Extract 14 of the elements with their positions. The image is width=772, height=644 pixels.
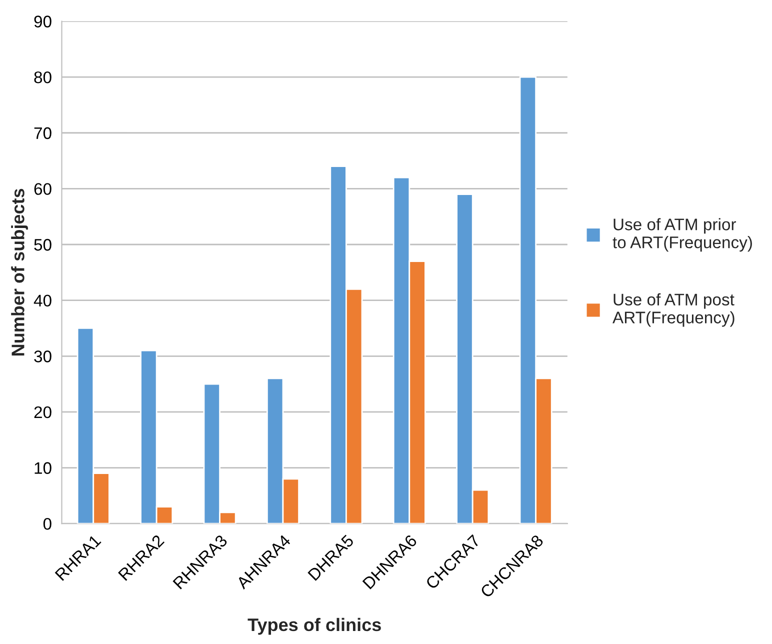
y-axis-title: Number of subjects (11, 188, 28, 356)
y-tick-label: 50 (34, 238, 52, 251)
x-axis-title: Types of clinics (248, 618, 381, 635)
y-tick-label: 10 (34, 462, 52, 474)
y-tick-label: 70 (34, 127, 52, 140)
y-tick-label: 0 (43, 518, 52, 530)
legend-label: Use of ATM prior to ART(Frequency) (612, 218, 752, 252)
legend-label: Use of ATM post ART(Frequency) (612, 293, 734, 327)
y-tick-label: 90 (34, 16, 52, 28)
y-tick-label: 60 (34, 183, 52, 195)
y-tick-label: 80 (34, 71, 52, 84)
y-tick-label: 30 (34, 350, 52, 362)
y-tick-label: 20 (34, 406, 52, 418)
y-tick-label: 40 (34, 294, 52, 307)
